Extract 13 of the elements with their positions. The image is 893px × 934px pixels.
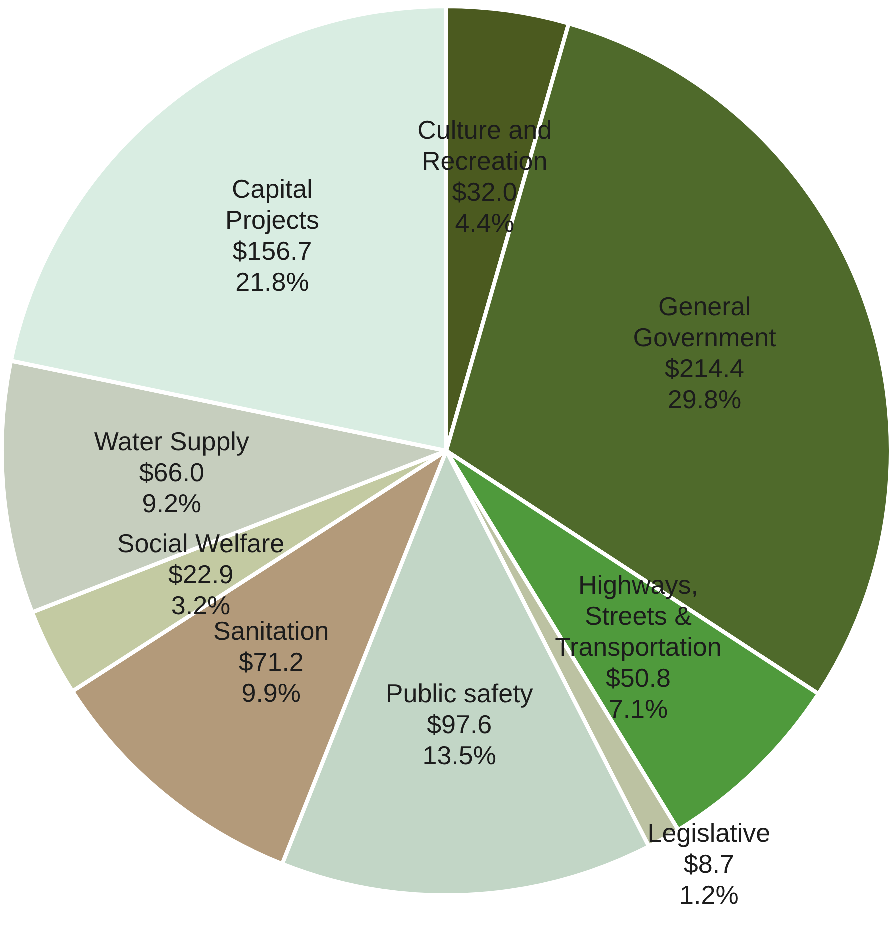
- data-label: $66.0 9.2%: [139, 457, 204, 518]
- data-label: $50.8 7.1%: [606, 662, 672, 724]
- slice-label: Public safety: [386, 678, 534, 708]
- slice-label: Legislative: [648, 818, 771, 848]
- slice-label: Water Supply: [94, 426, 250, 456]
- slice-label: Social Welfare: [117, 528, 285, 558]
- slice-label: Capital Projects: [226, 174, 320, 235]
- data-label: $71.2 9.9%: [238, 646, 304, 708]
- data-label: $8.7 1.2%: [680, 848, 739, 910]
- data-label: $214.4 29.8%: [664, 353, 745, 414]
- data-label: $97.6 13.5%: [422, 709, 496, 770]
- slice-label: General Government: [633, 291, 778, 352]
- data-label: $156.7 21.8%: [232, 236, 312, 297]
